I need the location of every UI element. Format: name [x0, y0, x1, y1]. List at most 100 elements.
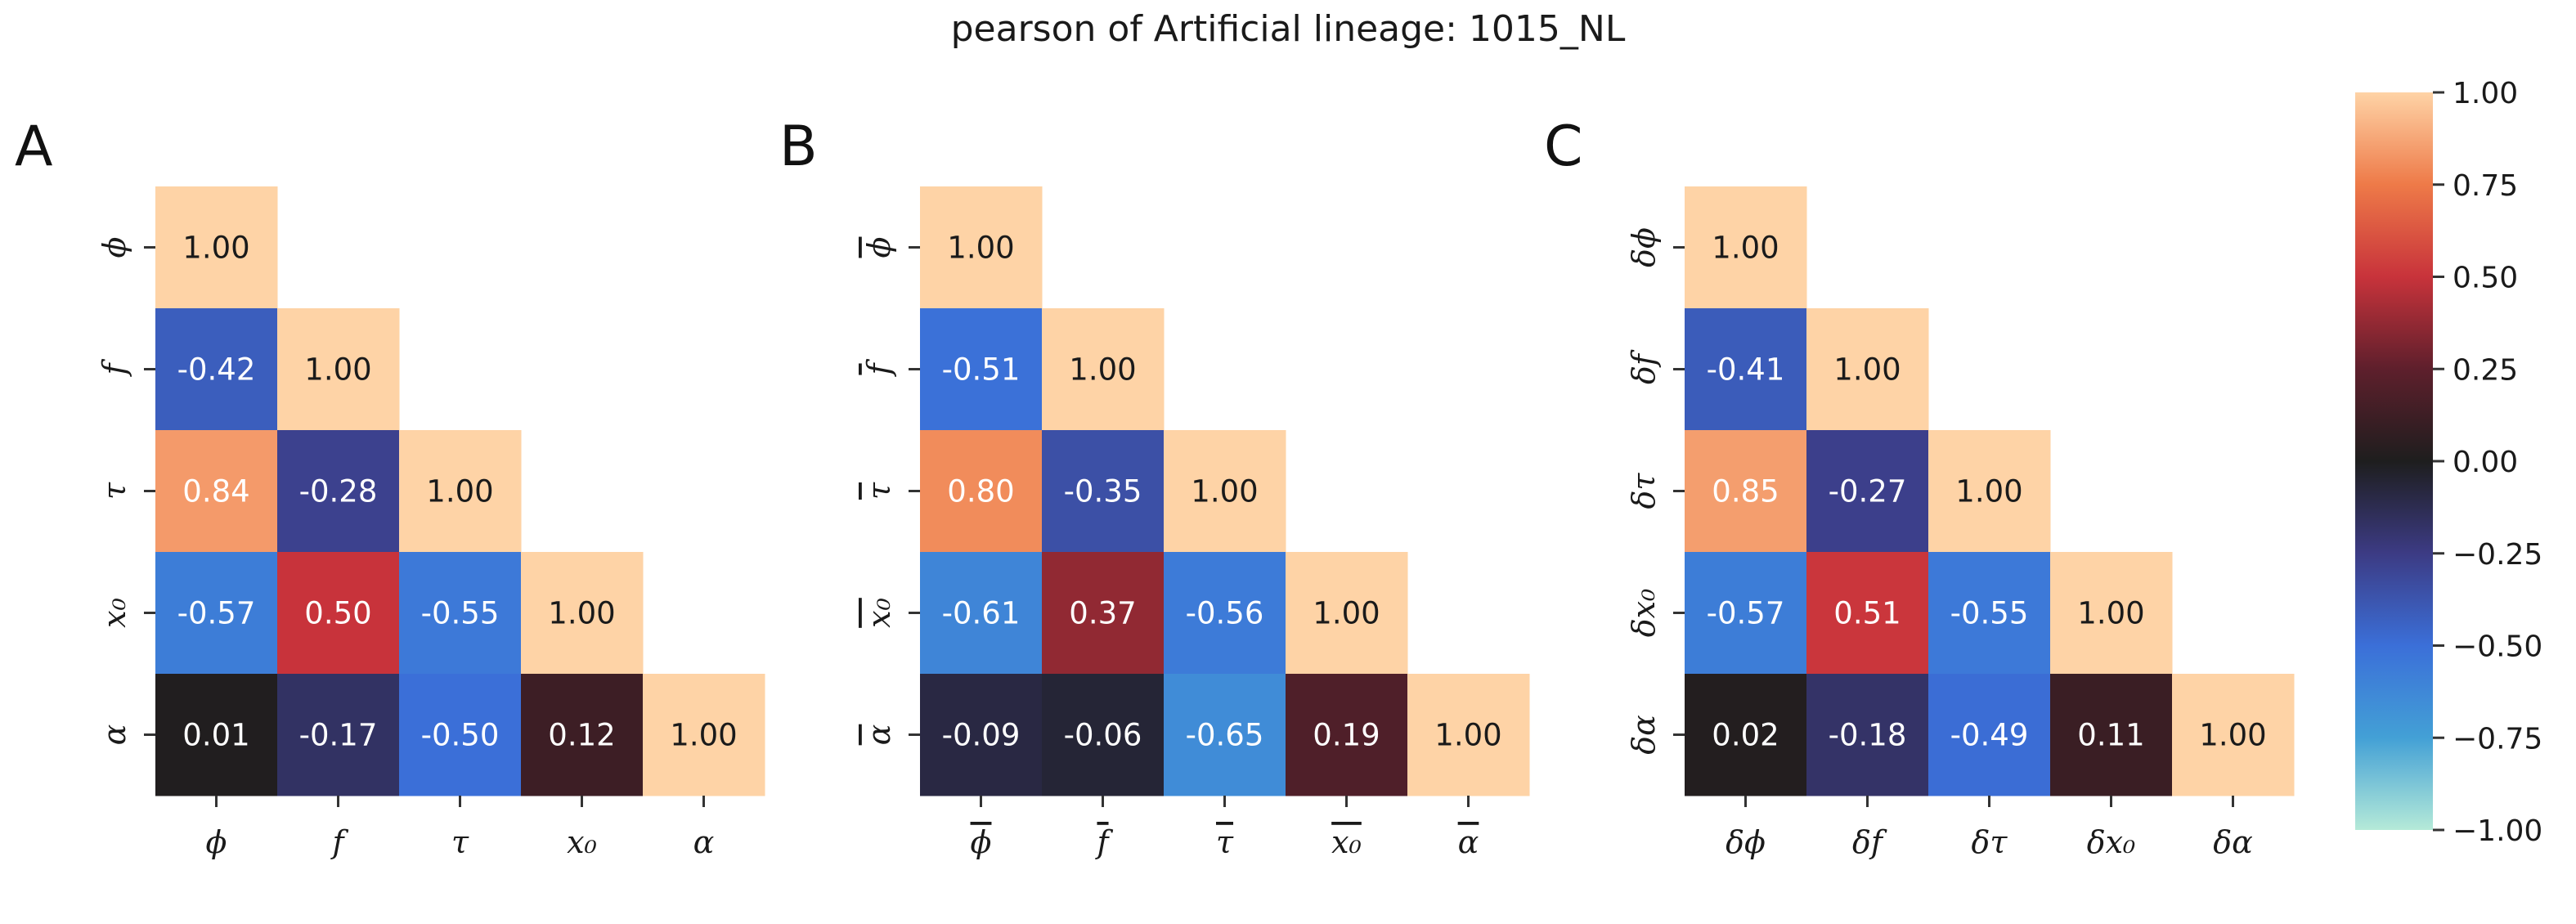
cell-value: 1.00: [426, 474, 493, 509]
cell-value: 0.12: [548, 718, 615, 753]
panel-C: C 1.00 -0.41 1.00 0.85 -0.27 1.00 -0.57 0.51 -0.5…: [1544, 114, 2295, 860]
cell-value: 1.00: [304, 352, 371, 388]
cell-value: 0.19: [1313, 718, 1380, 753]
colorbar-tick-label: 0.00: [2453, 446, 2518, 479]
panel-label: A: [15, 114, 53, 179]
cell-value: 1.00: [548, 596, 615, 631]
heatmap-cell: [277, 552, 400, 675]
x-tick-label: α: [1458, 824, 1479, 860]
cell-value: 1.00: [1313, 596, 1380, 631]
cell-value: 0.37: [1069, 596, 1136, 631]
heatmap-cell: [277, 308, 400, 431]
cell-value: -0.55: [1950, 596, 2029, 631]
y-tick-label: δτ: [1626, 473, 1662, 509]
heatmap-cell: [920, 430, 1043, 553]
heatmap-cell: [1685, 308, 1807, 431]
heatmap-cell: [1685, 430, 1807, 553]
y-tick-label: ϕ: [861, 236, 897, 258]
cell-value: 0.11: [2077, 718, 2144, 753]
heatmap-cell: [521, 674, 644, 796]
cell-value: -0.49: [1950, 718, 2029, 753]
x-tick-label: δτ: [1972, 824, 2008, 860]
heatmap-cell: [399, 552, 522, 675]
heatmap-cell: [1928, 674, 2051, 796]
colorbar-tick-label: −0.25: [2453, 538, 2542, 572]
cell-value: -0.35: [1064, 474, 1142, 509]
cell-value: -0.61: [942, 596, 1021, 631]
colorbar-tick-label: −0.50: [2453, 630, 2542, 664]
heatmap-cell: [920, 186, 1043, 309]
y-tick-label: α: [861, 724, 897, 746]
heatmap-cell: [1685, 552, 1807, 675]
cell-value: -0.57: [1707, 596, 1785, 631]
x-tick-label: τ: [1216, 824, 1234, 860]
heatmap-cell: [1164, 430, 1286, 553]
heatmap-cell: [1806, 308, 1929, 431]
y-tick-label: α: [96, 724, 132, 746]
cell-value: -0.17: [299, 718, 378, 753]
cell-value: -0.56: [1186, 596, 1264, 631]
y-tick-label: f: [96, 359, 132, 378]
cell-value: -0.65: [1186, 718, 1264, 753]
y-tick-label: f: [861, 359, 897, 378]
heatmap-cell: [2172, 674, 2295, 796]
y-tick-label: τ: [861, 482, 897, 500]
colorbar: 1.00 0.75 0.50 0.25 0.00 −0.25 −0.50 −0.75 −1.00: [2355, 77, 2542, 848]
x-tick-label: ϕ: [971, 824, 992, 860]
heatmap-cell: [1685, 186, 1807, 309]
cell-value: 0.02: [1712, 718, 1779, 753]
x-tick-label: τ: [451, 824, 469, 860]
heatmap-cell: [155, 552, 278, 675]
cell-value: -0.41: [1707, 352, 1785, 388]
heatmap-cell: [1928, 430, 2051, 553]
heatmap-cell: [399, 430, 522, 553]
cell-value: 1.00: [1712, 231, 1779, 266]
colorbar-tick-label: 0.50: [2453, 262, 2518, 295]
cell-value: 1.00: [2199, 718, 2266, 753]
cell-value: -0.09: [942, 718, 1021, 753]
x-tick-label: δα: [2213, 824, 2253, 860]
heatmap-cell: [2050, 552, 2173, 675]
cell-value: 1.00: [1434, 718, 1501, 753]
y-tick-label: x₀: [861, 598, 897, 628]
y-tick-label: δx₀: [1626, 589, 1662, 638]
cell-value: -0.28: [299, 474, 378, 509]
chart-title: pearson of Artificial lineage: 1015_NL: [950, 8, 1626, 50]
cell-value: 0.51: [1833, 596, 1901, 631]
heatmap-cell: [155, 308, 278, 431]
cell-value: -0.51: [942, 352, 1021, 388]
cell-value: -0.42: [177, 352, 256, 388]
cell-value: 1.00: [1955, 474, 2022, 509]
colorbar-tick-label: −1.00: [2453, 814, 2542, 848]
panel-label: C: [1544, 114, 1582, 179]
cell-value: 1.00: [947, 231, 1014, 266]
panel-B: B 1.00 -0.51 1.00 0.80 -0.35 1.00 -0.61 0.37 -0.5…: [779, 114, 1530, 860]
heatmap-cell: [1806, 430, 1929, 553]
x-tick-label: x₀: [567, 824, 597, 860]
heatmap-cell: [643, 674, 765, 796]
colorbar-tick-label: 0.75: [2453, 169, 2518, 203]
cell-value: 0.01: [182, 718, 249, 753]
heatmap-cell: [920, 674, 1043, 796]
cell-value: -0.55: [421, 596, 500, 631]
x-tick-label: ϕ: [206, 824, 227, 860]
x-tick-label: δϕ: [1726, 824, 1766, 860]
heatmap-cell: [1806, 674, 1929, 796]
cell-value: 1.00: [1191, 474, 1258, 509]
heatmap-cell: [155, 430, 278, 553]
heatmap-cell: [399, 674, 522, 796]
y-tick-label: δϕ: [1626, 227, 1662, 267]
y-tick-label: x₀: [96, 598, 132, 628]
heatmap-cell: [1928, 552, 2051, 675]
heatmap-cell: [521, 552, 644, 675]
heatmap-cell: [1042, 674, 1165, 796]
cell-value: -0.18: [1829, 718, 1907, 753]
x-tick-label: α: [693, 824, 715, 860]
y-tick-label: δf: [1626, 349, 1662, 384]
heatmap-cell: [1042, 308, 1165, 431]
cell-value: 1.00: [670, 718, 737, 753]
cell-value: 0.85: [1712, 474, 1779, 509]
y-tick-label: ϕ: [96, 236, 132, 258]
colorbar-tick-label: −0.75: [2453, 722, 2542, 756]
